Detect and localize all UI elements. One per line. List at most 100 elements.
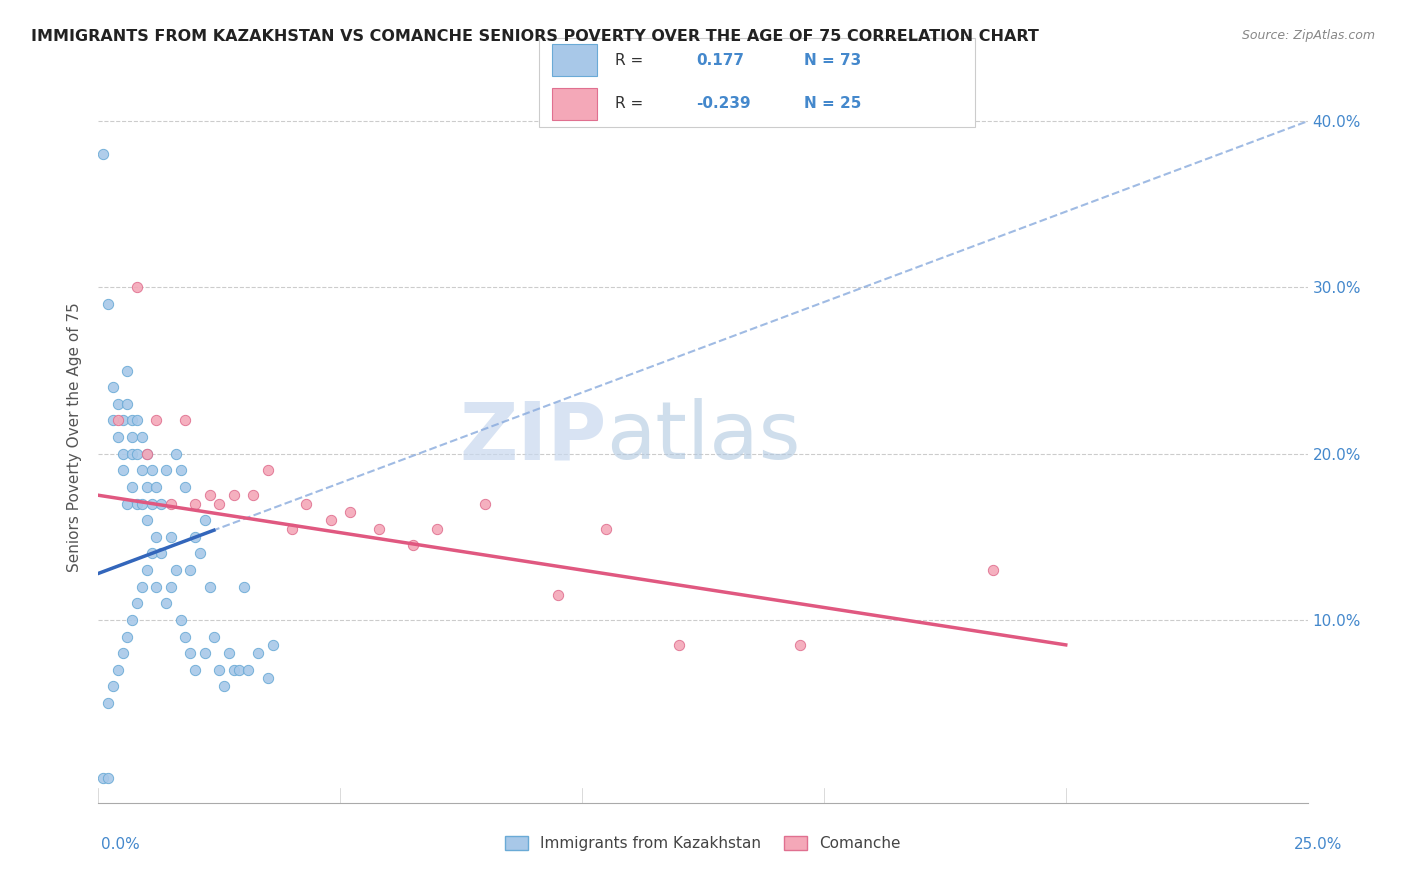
Point bbox=[131, 463, 153, 477]
Point bbox=[145, 413, 167, 427]
Point bbox=[145, 480, 167, 494]
Point bbox=[121, 480, 143, 494]
Point bbox=[97, 297, 120, 311]
Point bbox=[169, 613, 191, 627]
Point bbox=[188, 546, 211, 560]
Y-axis label: Seniors Poverty Over the Age of 75: Seniors Poverty Over the Age of 75 bbox=[67, 302, 83, 572]
Point bbox=[247, 646, 270, 660]
Point bbox=[262, 638, 284, 652]
Point bbox=[198, 580, 221, 594]
Point bbox=[131, 497, 153, 511]
Point bbox=[127, 280, 149, 294]
Point bbox=[232, 580, 254, 594]
Point bbox=[281, 521, 304, 535]
Text: R =: R = bbox=[616, 53, 644, 68]
Point bbox=[174, 480, 197, 494]
Point bbox=[228, 663, 250, 677]
Point bbox=[141, 463, 163, 477]
Point bbox=[107, 413, 129, 427]
Point bbox=[169, 463, 191, 477]
Point bbox=[668, 638, 690, 652]
Text: R =: R = bbox=[616, 95, 648, 111]
Point bbox=[117, 497, 139, 511]
Point bbox=[135, 447, 157, 461]
Text: atlas: atlas bbox=[606, 398, 800, 476]
Point bbox=[184, 497, 207, 511]
Point bbox=[160, 530, 183, 544]
Point bbox=[127, 447, 149, 461]
Point bbox=[107, 663, 129, 677]
Point bbox=[165, 563, 187, 577]
Point bbox=[127, 596, 149, 610]
Point bbox=[160, 497, 183, 511]
Point bbox=[212, 680, 235, 694]
Text: N = 73: N = 73 bbox=[804, 53, 862, 68]
Point bbox=[131, 430, 153, 444]
Legend: Immigrants from Kazakhstan, Comanche: Immigrants from Kazakhstan, Comanche bbox=[499, 830, 907, 857]
Point bbox=[368, 521, 391, 535]
Point bbox=[474, 497, 496, 511]
Point bbox=[319, 513, 342, 527]
FancyBboxPatch shape bbox=[553, 44, 598, 76]
Point bbox=[789, 638, 811, 652]
Point bbox=[222, 663, 245, 677]
Point bbox=[111, 463, 134, 477]
Point bbox=[179, 646, 201, 660]
Point bbox=[135, 480, 157, 494]
Point bbox=[127, 413, 149, 427]
Point bbox=[222, 488, 245, 502]
Point bbox=[295, 497, 318, 511]
Point bbox=[208, 663, 231, 677]
Point bbox=[111, 447, 134, 461]
Point bbox=[121, 447, 143, 461]
Point bbox=[141, 497, 163, 511]
Text: N = 25: N = 25 bbox=[804, 95, 862, 111]
Point bbox=[595, 521, 617, 535]
Point bbox=[91, 147, 114, 161]
Point bbox=[218, 646, 240, 660]
Point bbox=[339, 505, 361, 519]
Point bbox=[135, 447, 157, 461]
Point bbox=[165, 447, 187, 461]
Point bbox=[121, 430, 143, 444]
Point bbox=[107, 397, 129, 411]
Text: 25.0%: 25.0% bbox=[1295, 838, 1343, 852]
Point bbox=[174, 630, 197, 644]
Point bbox=[117, 630, 139, 644]
Point bbox=[174, 413, 197, 427]
Point bbox=[97, 696, 120, 710]
Point bbox=[184, 530, 207, 544]
Point bbox=[111, 413, 134, 427]
Text: Source: ZipAtlas.com: Source: ZipAtlas.com bbox=[1241, 29, 1375, 42]
Point bbox=[160, 580, 183, 594]
Point bbox=[141, 546, 163, 560]
Point bbox=[135, 513, 157, 527]
Point bbox=[101, 680, 124, 694]
Point bbox=[155, 463, 177, 477]
Point bbox=[150, 497, 173, 511]
Point bbox=[256, 671, 278, 685]
Point bbox=[145, 530, 167, 544]
FancyBboxPatch shape bbox=[538, 37, 976, 128]
Point bbox=[184, 663, 207, 677]
Point bbox=[131, 580, 153, 594]
Point bbox=[91, 771, 114, 785]
Point bbox=[426, 521, 449, 535]
Point bbox=[204, 630, 226, 644]
Point bbox=[155, 596, 177, 610]
Point bbox=[111, 646, 134, 660]
Point bbox=[242, 488, 264, 502]
Point bbox=[238, 663, 260, 677]
Point bbox=[101, 380, 124, 394]
Point bbox=[547, 588, 569, 602]
Point bbox=[107, 430, 129, 444]
FancyBboxPatch shape bbox=[553, 88, 598, 120]
Point bbox=[402, 538, 425, 552]
Text: ZIP: ZIP bbox=[458, 398, 606, 476]
Point bbox=[194, 646, 217, 660]
Point bbox=[117, 397, 139, 411]
Point bbox=[179, 563, 201, 577]
Point bbox=[145, 580, 167, 594]
Point bbox=[135, 563, 157, 577]
Point bbox=[121, 413, 143, 427]
